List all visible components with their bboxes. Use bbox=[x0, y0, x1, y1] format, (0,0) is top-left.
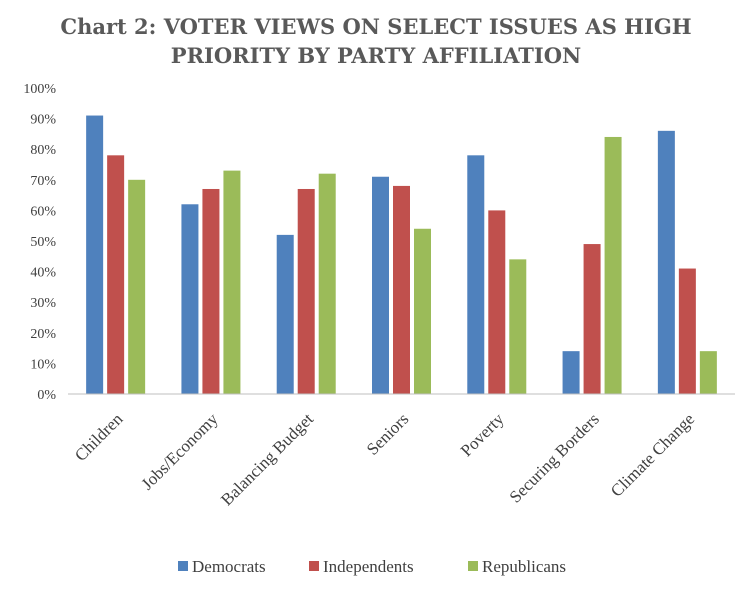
bar-republicans-6 bbox=[699, 351, 717, 394]
y-tick-label: 20% bbox=[30, 327, 56, 342]
bar-democrats-2 bbox=[276, 234, 294, 394]
category-label: Balancing Budget bbox=[217, 409, 317, 509]
y-tick-label: 70% bbox=[30, 174, 56, 189]
category-label: Seniors bbox=[363, 409, 412, 458]
bar-independents-3 bbox=[393, 185, 410, 394]
chart-title-line-1: Chart 2: VOTER VIEWS ON SELECT ISSUES AS… bbox=[60, 14, 691, 39]
bar-independents-4 bbox=[488, 210, 506, 394]
legend-label-independents: Independents bbox=[323, 557, 414, 576]
bar-independents-6 bbox=[678, 268, 696, 394]
bar-independents-0 bbox=[107, 155, 125, 394]
bar-independents-1 bbox=[202, 188, 220, 394]
y-tick-label: 60% bbox=[30, 204, 56, 219]
bar-democrats-3 bbox=[372, 176, 389, 394]
category-label: Jobs/Economy bbox=[138, 409, 223, 494]
legend-swatch-republicans bbox=[468, 561, 478, 571]
legend-swatch-democrats bbox=[178, 561, 188, 571]
bar-republicans-5 bbox=[604, 136, 622, 394]
category-label: Children bbox=[71, 409, 127, 465]
y-tick-label: 90% bbox=[30, 113, 56, 128]
bar-democrats-4 bbox=[467, 155, 485, 394]
y-tick-label: 10% bbox=[30, 357, 56, 372]
legend: Democrats Independents Republicans bbox=[178, 557, 566, 576]
bar-republicans-4 bbox=[509, 259, 527, 394]
bar-republicans-0 bbox=[128, 179, 146, 394]
chart-title-line-2: PRIORITY BY PARTY AFFILIATION bbox=[171, 43, 581, 68]
bar-democrats-0 bbox=[86, 115, 104, 394]
y-tick-label: 50% bbox=[30, 235, 56, 250]
bar-democrats-6 bbox=[657, 130, 675, 394]
bar-democrats-5 bbox=[562, 351, 580, 394]
category-label: Climate Change bbox=[607, 409, 698, 500]
y-tick-label: 80% bbox=[30, 143, 56, 158]
bar-independents-2 bbox=[297, 188, 315, 394]
bar-republicans-1 bbox=[223, 170, 241, 394]
legend-swatch-independents bbox=[309, 561, 319, 571]
bar-republicans-3 bbox=[414, 228, 431, 394]
bar-democrats-1 bbox=[181, 204, 199, 394]
y-tick-label: 40% bbox=[30, 266, 56, 281]
y-tick-label: 0% bbox=[37, 388, 56, 403]
y-tick-label: 100% bbox=[23, 82, 56, 97]
bar-independents-5 bbox=[583, 244, 601, 394]
y-tick-label: 30% bbox=[30, 296, 56, 311]
legend-label-republicans: Republicans bbox=[482, 557, 566, 576]
legend-label-democrats: Democrats bbox=[192, 557, 266, 576]
category-label: Securing Borders bbox=[506, 409, 603, 506]
y-axis: 0% 10% 20% 30% 40% 50% 60% 70% 80% 90% 100% bbox=[23, 82, 56, 403]
bar-republicans-2 bbox=[318, 173, 336, 394]
bars bbox=[86, 115, 717, 394]
category-label: Poverty bbox=[457, 409, 508, 460]
